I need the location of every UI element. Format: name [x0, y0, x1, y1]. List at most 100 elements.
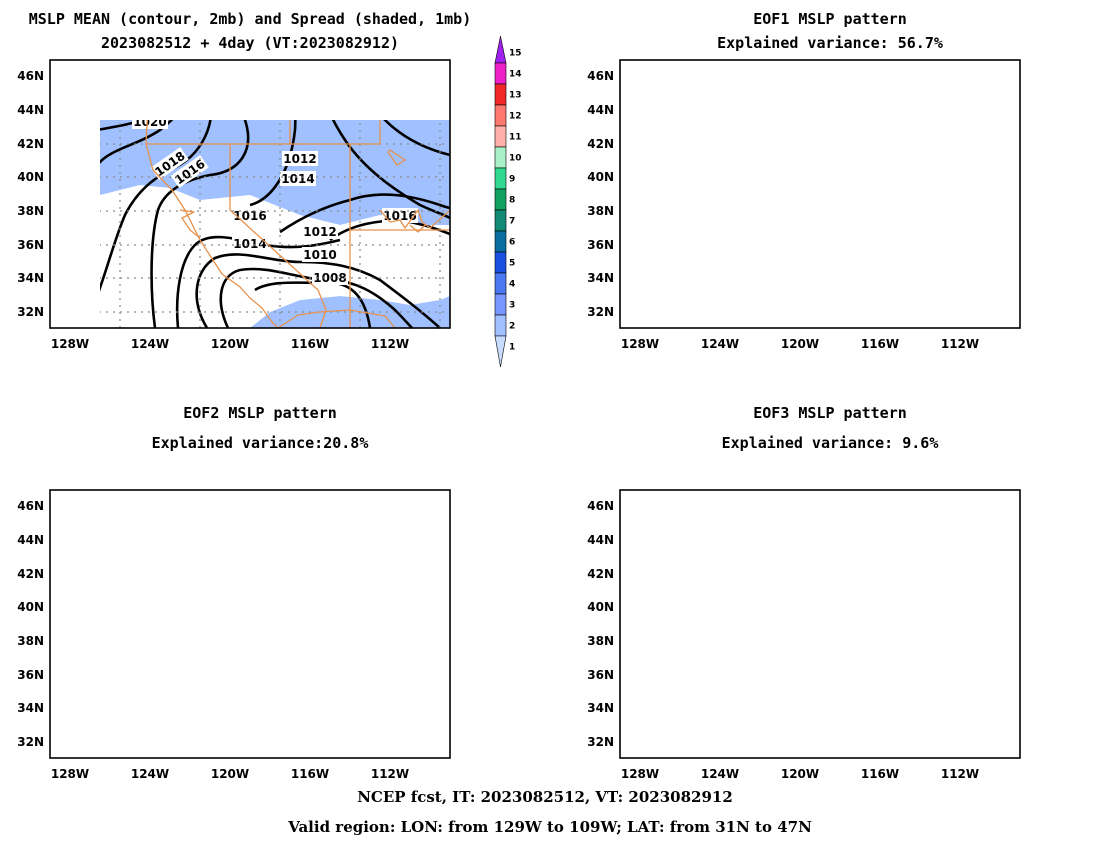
panel-d-xticks: 128W 124W 120W 116W 112W: [621, 767, 979, 781]
eof2-contours: [248, 490, 450, 758]
x-tick-label: 124W: [701, 337, 739, 351]
panel-mslp-mean: MSLP MEAN (contour, 2mb) and Spread (sha…: [17, 10, 471, 351]
contour-label: 1020: [133, 115, 166, 129]
panel-b-title-line1: EOF1 MSLP pattern: [753, 10, 907, 28]
x-tick-label: 128W: [51, 337, 89, 351]
y-tick-label: 42N: [587, 567, 614, 581]
colorbar-label: 4: [509, 280, 515, 290]
spread-shade-level2: [100, 120, 450, 225]
x-tick-label: 112W: [371, 337, 409, 351]
contour-label: 1022: [42, 174, 71, 210]
colorbar-swatch: [494, 35, 507, 64]
panel-a-yticks: 46N 44N 42N 40N 38N 36N 34N 32N: [17, 69, 44, 319]
contour-label: 1: [368, 493, 376, 507]
contour-label: 1010: [303, 248, 336, 262]
colorbar-swatch: [494, 104, 507, 127]
y-tick-label: 34N: [587, 271, 614, 285]
y-tick-label: 42N: [587, 137, 614, 151]
y-tick-label: 44N: [587, 533, 614, 547]
x-tick-label: 112W: [371, 767, 409, 781]
contour-label: 1016: [383, 209, 416, 223]
panel-a-xticks: 128W 124W 120W 116W 112W: [51, 337, 409, 351]
panel-b-title-line2: Explained variance: 56.7%: [717, 34, 943, 52]
contour-label: 1010: [241, 66, 276, 85]
colorbar-label: 3: [509, 301, 515, 311]
colorbar-swatch: [494, 251, 507, 274]
colorbar-swatch: [494, 83, 507, 106]
footer-forecast-info: NCEP fcst, IT: 2023082512, VT: 202308291…: [357, 788, 733, 806]
x-tick-label: 120W: [781, 767, 819, 781]
colorbar-swatch: [494, 167, 507, 190]
y-tick-label: 34N: [17, 271, 44, 285]
colorbar-swatch: [494, 62, 507, 85]
colorbar-label: 12: [509, 112, 522, 122]
x-tick-label: 120W: [781, 337, 819, 351]
colorbar-label: 13: [509, 91, 522, 101]
x-tick-label: 124W: [131, 767, 169, 781]
y-tick-label: 32N: [587, 305, 614, 319]
panel-d-yticks: 46N 44N 42N 40N 38N 36N 34N 32N: [587, 499, 614, 749]
panel-a-title-line2: 2023082512 + 4day (VT:2023082912): [101, 34, 399, 52]
y-tick-label: 38N: [587, 204, 614, 218]
y-tick-label: 38N: [17, 634, 44, 648]
contour-label: 1014: [233, 237, 266, 251]
contour-label: 1018: [373, 61, 406, 75]
colorbar-swatch: [494, 230, 507, 253]
y-tick-label: 42N: [17, 137, 44, 151]
contour-label: 0: [366, 721, 374, 735]
panel-c-xticks: 128W 124W 120W 116W 112W: [51, 767, 409, 781]
contour-label: -1: [627, 84, 640, 98]
y-tick-label: 46N: [587, 499, 614, 513]
panel-d-title-line2: Explained variance: 9.6%: [722, 434, 939, 452]
x-tick-label: 120W: [211, 767, 249, 781]
colorbar-swatch: [494, 209, 507, 232]
panel-b-yticks: 46N 44N 42N 40N 38N 36N 34N 32N: [587, 69, 614, 319]
y-tick-label: 42N: [17, 567, 44, 581]
panel-d-frame: [619, 489, 1021, 759]
y-tick-label: 36N: [17, 668, 44, 682]
y-tick-label: 32N: [17, 305, 44, 319]
colorbar-swatch: [494, 146, 507, 169]
x-tick-label: 112W: [941, 767, 979, 781]
colorbar-label: 11: [509, 133, 522, 143]
y-tick-label: 34N: [17, 701, 44, 715]
y-tick-label: 38N: [587, 634, 614, 648]
x-tick-label: 128W: [51, 767, 89, 781]
panel-d-title-line1: EOF3 MSLP pattern: [753, 404, 907, 422]
colorbar-label: 14: [509, 70, 522, 80]
panel-c-yticks: 46N 44N 42N 40N 38N 36N 34N 32N: [17, 499, 44, 749]
colorbar-label: 9: [509, 175, 515, 185]
contour-label: 1014: [281, 172, 314, 186]
colorbar-swatch: [494, 125, 507, 148]
colorbar-swatch: [494, 314, 507, 337]
panel-b-map: -1 -1: [620, 60, 1020, 328]
colorbar-swatch: [494, 272, 507, 295]
x-tick-label: 128W: [621, 767, 659, 781]
contour-label: 1016: [233, 209, 266, 223]
colorbar-label: 6: [509, 238, 515, 248]
y-tick-label: 32N: [17, 735, 44, 749]
y-tick-label: 40N: [17, 600, 44, 614]
y-tick-label: 46N: [587, 69, 614, 83]
contour-label: 1012: [283, 152, 316, 166]
x-tick-label: 116W: [291, 337, 329, 351]
panel-b-frame: [619, 59, 1021, 329]
colorbar-swatch: [494, 293, 507, 316]
y-tick-label: 36N: [587, 238, 614, 252]
colorbar-label: 15: [509, 49, 522, 59]
y-tick-label: 40N: [17, 170, 44, 184]
colorbar-label: 5: [509, 259, 515, 269]
panel-c-title-line2: Explained variance:20.8%: [152, 434, 369, 452]
colorbar-label: 1: [509, 343, 515, 353]
y-tick-label: 46N: [17, 499, 44, 513]
x-tick-label: 120W: [211, 337, 249, 351]
panel-eof2: EOF2 MSLP pattern Explained variance:20.…: [17, 404, 451, 781]
x-tick-label: 124W: [131, 337, 169, 351]
eof3-contours: [620, 577, 1020, 715]
x-tick-label: 124W: [701, 767, 739, 781]
panel-eof3: EOF3 MSLP pattern Explained variance: 9.…: [587, 404, 1021, 781]
eof1-contours: [620, 60, 931, 228]
